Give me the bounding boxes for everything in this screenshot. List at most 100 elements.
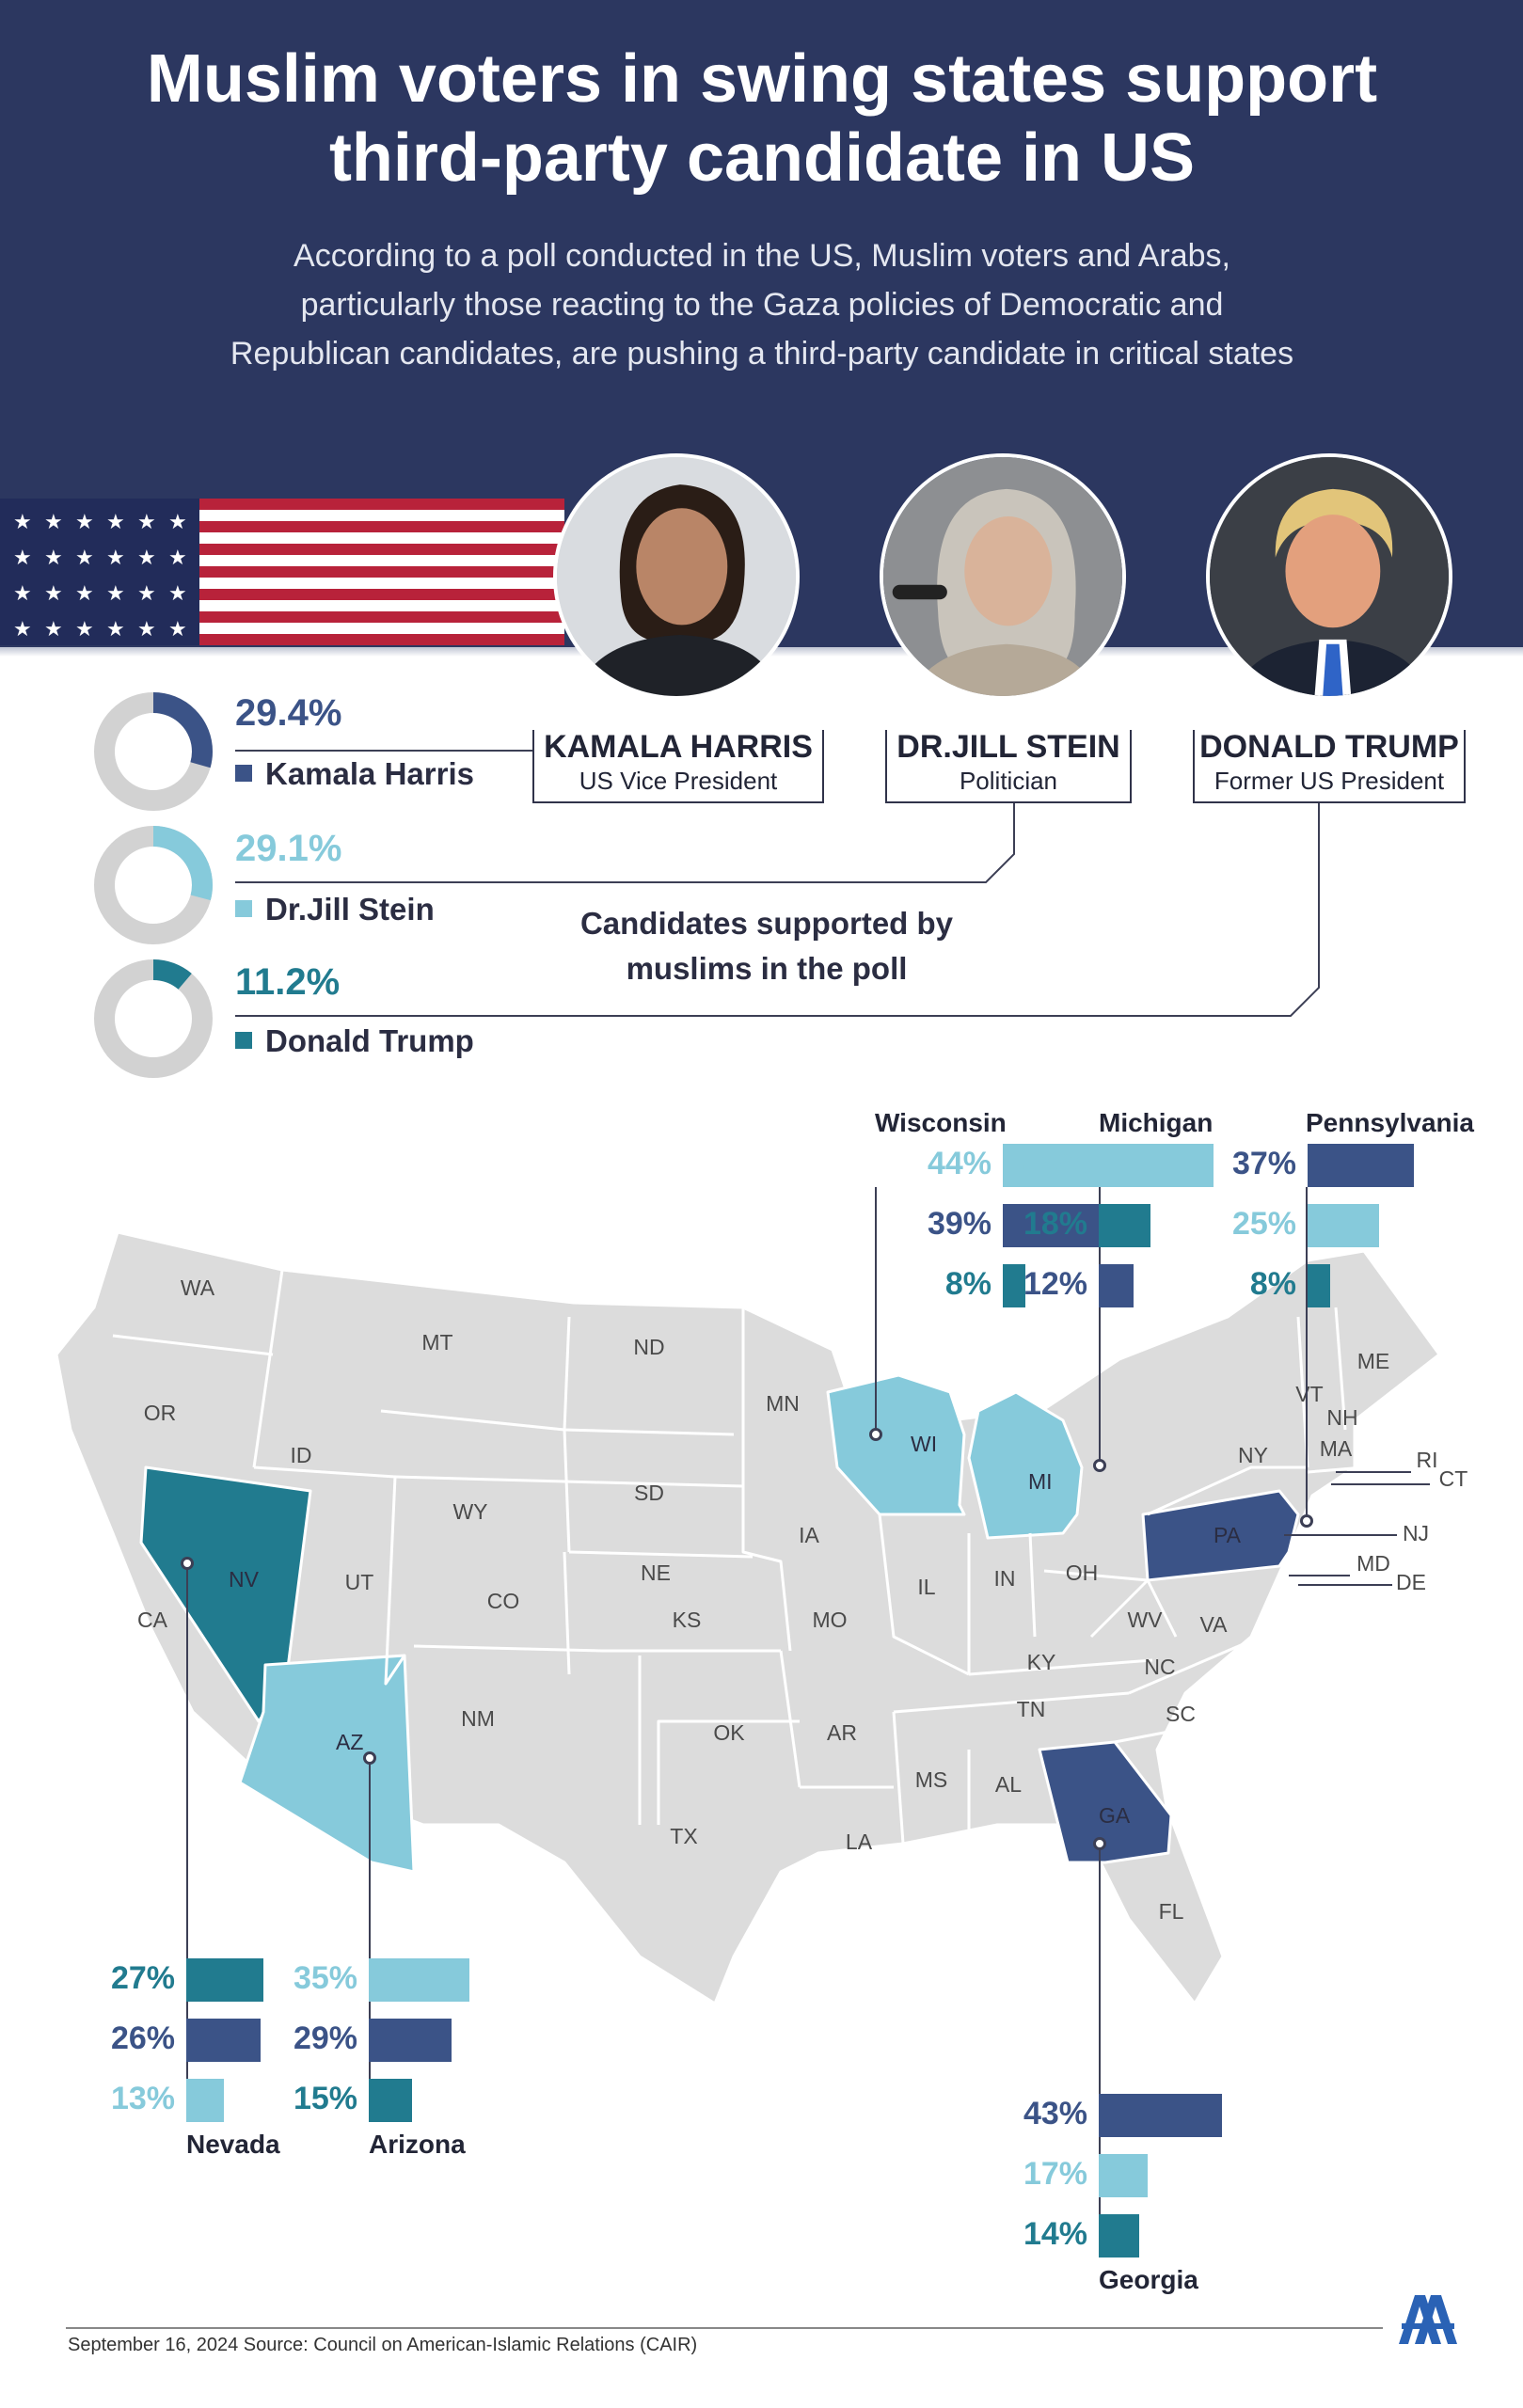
flag-star-icon: ★ [137,582,156,606]
flag-star-icon: ★ [75,618,94,642]
bar-label-nv-harris: 26% [110,2020,175,2056]
map-label-va: VA [1200,1612,1229,1637]
map-label-vt: VT [1295,1382,1323,1406]
title-line-1: Muslim voters in swing states support [146,41,1378,117]
page-subtitle: According to a poll conducted in the US,… [151,231,1373,378]
bar-mi-trump [1099,1204,1150,1247]
map-label-ri: RI [1417,1448,1438,1472]
flag-star-icon: ★ [75,511,94,534]
stein-name: DR.JILL STEIN [896,729,1120,765]
map-label-oh: OH [1066,1560,1099,1585]
map-label-in: IN [994,1566,1016,1591]
map-label-fl: FL [1159,1899,1184,1924]
bar-pa-harris [1308,1144,1414,1187]
bar-label-mi-harris: 12% [1023,1266,1087,1302]
map-label-ma: MA [1320,1436,1353,1461]
flag-star-icon: ★ [137,547,156,570]
bar-mi-harris [1099,1264,1134,1307]
caption-line-2: muslims in the poll [626,951,908,986]
stein-name-box: DR.JILL STEIN Politician [885,729,1132,803]
northeast-leaders [1284,1471,1430,1586]
map-label-ar: AR [827,1720,857,1745]
map-label-mo: MO [812,1608,847,1632]
harris-portrait [553,453,800,700]
aa-logo-icon [1399,2295,1457,2344]
stein-legend: Dr.Jill Stein [235,892,435,927]
flag-star-icon: ★ [168,511,187,534]
flag-star-icon: ★ [44,618,63,642]
map-label-wv: WV [1127,1608,1163,1632]
map-label-sd: SD [634,1481,664,1505]
map-label-ny: NY [1238,1443,1268,1467]
donut-slice-kamala-harris [94,692,213,811]
flag-star-icon: ★ [106,582,125,606]
flag-star-icon: ★ [44,511,63,534]
state-abbr-ga: GA [1099,1803,1131,1828]
harris-role: US Vice President [579,767,778,795]
harris-silhouette-icon [557,457,796,696]
state-abbr-wi: WI [911,1432,938,1456]
map-label-nd: ND [633,1335,664,1359]
map-label-ks: KS [673,1608,702,1632]
map-label-la: LA [846,1830,873,1854]
state-name-nv: Nevada [186,2130,280,2159]
subtitle-line-1: According to a poll conducted in the US,… [293,238,1230,274]
bar-label-az-stein: 35% [293,1960,357,1996]
map-label-tn: TN [1017,1697,1046,1721]
map-label-nh: NH [1326,1405,1357,1430]
map-label-wy: WY [452,1499,487,1524]
state-wi [826,1373,966,1516]
map-label-ok: OK [713,1720,745,1745]
leader-line-mi [1099,1187,1101,1465]
state-name-ga: Georgia [1099,2265,1198,2294]
stein-portrait [880,453,1126,700]
footer-source: September 16, 2024 Source: Council on Am… [68,2335,698,2355]
trump-swatch [235,1032,252,1049]
map-label-ct: CT [1439,1466,1468,1491]
subtitle-line-2: particularly those reacting to the Gaza … [300,287,1224,323]
bar-label-pa-harris: 37% [1231,1146,1296,1181]
flag-star-icon: ★ [44,547,63,570]
map-label-ia: IA [799,1523,819,1547]
map-label-ut: UT [345,1570,374,1594]
leader-line-pa [1306,1187,1308,1521]
bar-label-ga-trump: 14% [1023,2216,1087,2252]
state-abbr-az: AZ [336,1730,364,1754]
harris-name: KAMALA HARRIS [544,729,813,765]
bar-label-nv-trump: 27% [110,1960,175,1996]
state-name-pa: Pennsylvania [1306,1108,1474,1137]
harris-name-box: KAMALA HARRIS US Vice President [532,729,824,803]
map-label-nj: NJ [1403,1521,1429,1545]
subtitle-line-3: Republican candidates, are pushing a thi… [230,336,1294,372]
poll-caption: Candidates supported by muslims in the p… [546,901,988,991]
bar-az-trump [369,2079,412,2122]
flag-star-icon: ★ [13,547,32,570]
stein-swatch [235,900,252,917]
state-dot-wi [869,1428,882,1441]
state-dot-az [363,1751,376,1765]
map-label-de: DE [1396,1570,1426,1594]
bar-label-ga-stein: 17% [1023,2156,1087,2192]
flag-star-icon: ★ [106,547,125,570]
map-label-mt: MT [421,1330,452,1354]
map-label-tx: TX [670,1824,697,1848]
flag-star-icon: ★ [13,582,32,606]
bar-label-wi-harris: 39% [927,1206,992,1242]
state-name-mi: Michigan [1099,1108,1214,1137]
state-borders [112,1269,1365,1872]
state-mi [967,1390,1084,1540]
map-label-co: CO [487,1589,520,1613]
stein-legend-label: Dr.Jill Stein [265,892,435,927]
flag-star-icon: ★ [168,547,187,570]
flag-star-icon: ★ [106,511,125,534]
bar-label-ga-harris: 43% [1023,2096,1087,2131]
flag-star-icon: ★ [75,582,94,606]
bar-label-az-trump: 15% [293,2081,357,2116]
state-name-az: Arizona [369,2130,466,2159]
bar-nv-trump [186,1958,264,2002]
trump-name-box: DONALD TRUMP Former US President [1193,729,1466,803]
map-label-sc: SC [1166,1702,1196,1726]
harris-donut [94,692,213,811]
bar-label-mi-trump: 18% [1023,1206,1087,1242]
flag-star-icon: ★ [168,582,187,606]
